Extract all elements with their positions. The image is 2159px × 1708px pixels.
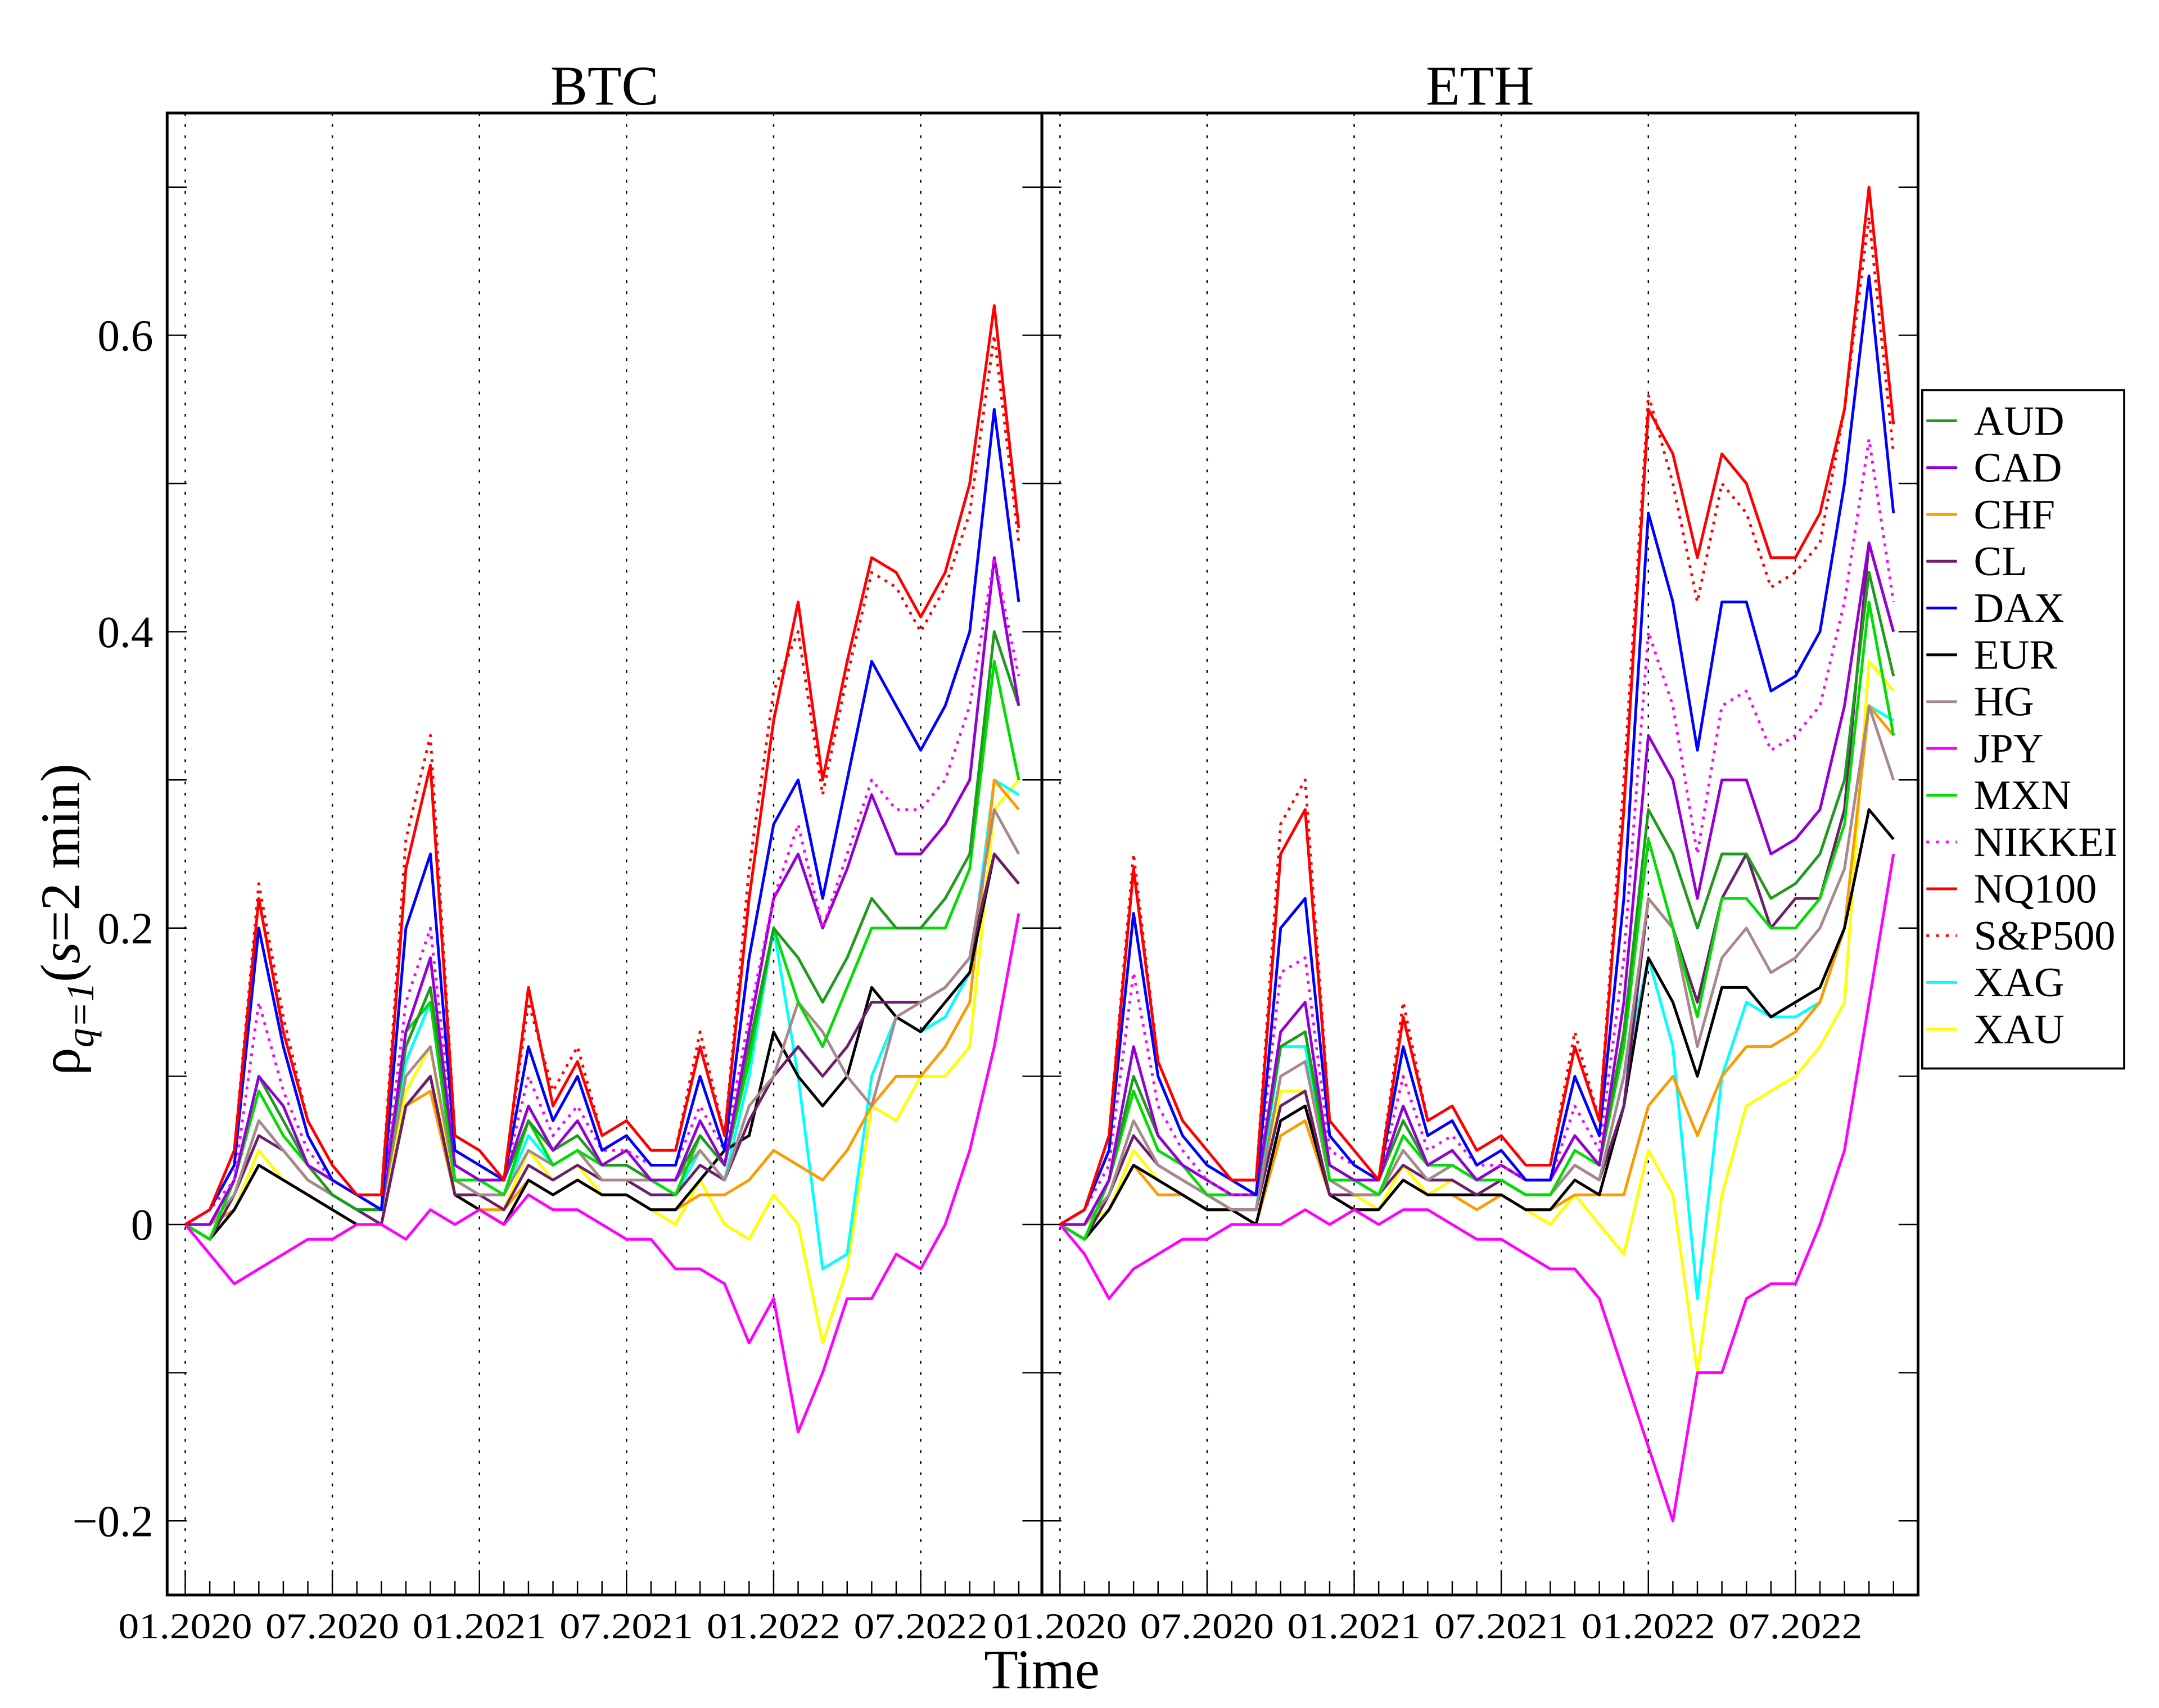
series-line-dax (184, 408, 1020, 1226)
y-tick-label: 0 (131, 1200, 153, 1250)
y-label-open: ( (30, 964, 92, 982)
y-tick-label: 0.2 (97, 904, 153, 954)
panel-title: ETH (1426, 56, 1534, 117)
y-tick-label: −0.2 (73, 1497, 153, 1546)
legend-item: CL (1926, 539, 2027, 585)
legend-item: DAX (1926, 585, 2065, 631)
x-tick-label: 07.2022 (1728, 1606, 1862, 1646)
x-tick-label: 07.2020 (1140, 1606, 1274, 1646)
series-line-cl (1059, 541, 1895, 1241)
x-tick-label: 07.2021 (559, 1606, 693, 1646)
legend-item: JPY (1926, 726, 2043, 772)
legend: AUDCADCHFCLDAXEURHGJPYMXNNIKKEINQ100S&P5… (1921, 389, 2125, 1070)
series-line-nq100 (1059, 186, 1895, 1226)
series-line-jpy (184, 913, 1020, 1434)
legend-label: XAG (1974, 960, 2065, 1006)
legend-label: MXN (1974, 772, 2071, 819)
series-line-sp500 (184, 333, 1020, 1226)
series-line-cad (185, 556, 1020, 1226)
series-line-nikkei (184, 556, 1020, 1226)
legend-item: CHF (1926, 492, 2055, 538)
legend-item: CAD (1926, 445, 2062, 491)
series-line-aud (1060, 571, 1895, 1226)
series-line-mxn (184, 659, 1020, 1241)
x-tick-label: 01.2020 (993, 1606, 1127, 1646)
legend-label: DAX (1974, 585, 2065, 631)
panel-btc: BTC 01.2020 07.2020 01.2021 07.2021 01.2022 07… (73, 56, 1044, 1646)
legend-label: CAD (1974, 445, 2062, 491)
y-axis-label: ρq=1(s=2 min) (30, 763, 102, 1076)
y-label-rest: =2 min) (30, 763, 92, 942)
x-tick-label: 01.2022 (707, 1606, 841, 1646)
legend-item: NIKKEI (1926, 819, 2117, 865)
x-tick-label: 01.2022 (1582, 1606, 1715, 1646)
series-line-eur (1059, 808, 1895, 1241)
x-tick-label: 07.2021 (1434, 1606, 1568, 1646)
legend-label: S&P500 (1974, 913, 2116, 959)
legend-label: AUD (1974, 398, 2065, 444)
x-axis-label: Time (984, 1639, 1100, 1701)
panel-title: BTC (550, 56, 659, 117)
legend-item: NQ100 (1926, 866, 2097, 912)
legend-label: JPY (1974, 726, 2044, 772)
legend-label: HG (1974, 679, 2034, 725)
legend-item: HG (1926, 679, 2034, 725)
legend-label: CHF (1974, 492, 2056, 538)
series-line-nikkei (1059, 437, 1895, 1226)
panels: BTC 01.2020 07.2020 01.2021 07.2021 01.2022 07… (73, 56, 1919, 1646)
legend-label: CL (1974, 539, 2027, 585)
legend-item: MXN (1926, 772, 2071, 819)
legend-label: XAU (1974, 1006, 2065, 1052)
x-tick-label: 07.2022 (854, 1606, 988, 1646)
series-line-hg (185, 808, 1020, 1226)
y-tick-label: 0.6 (97, 311, 153, 361)
series-line-chf (1059, 704, 1895, 1241)
x-tick-label: 01.2020 (119, 1606, 252, 1646)
legend-item: AUD (1926, 398, 2065, 444)
plot-frame (1040, 111, 1919, 1597)
x-tick-label: 01.2021 (413, 1606, 546, 1646)
y-label-subscript: q=1 (59, 982, 102, 1047)
x-tick-label: 01.2021 (1288, 1606, 1421, 1646)
series-line-dax (1059, 274, 1895, 1226)
series-line-sp500 (1059, 215, 1895, 1226)
y-tick-label: 0.4 (97, 608, 153, 657)
legend-label: NIKKEI (1974, 819, 2118, 865)
legend-label: EUR (1974, 632, 2058, 679)
panel-eth: ETH 01.2020 07.2020 01.2021 07.2021 01.2022 07… (993, 56, 1919, 1646)
legend-item: S&P500 (1926, 913, 2115, 959)
y-label-symbol: ρ (30, 1047, 92, 1075)
series-line-jpy (1059, 853, 1895, 1522)
y-label-var: s (30, 942, 92, 964)
series-line-nq100 (184, 304, 1020, 1226)
x-tick-label: 07.2020 (265, 1606, 399, 1646)
legend-item: EUR (1926, 632, 2058, 679)
legend-item: XAU (1926, 1006, 2065, 1052)
series-line-hg (1060, 704, 1895, 1226)
legend-label: NQ100 (1974, 866, 2097, 912)
series-line-cad (1060, 541, 1895, 1226)
legend-box (1921, 389, 2125, 1070)
legend-item: XAG (1926, 960, 2065, 1006)
series-line-eur (184, 852, 1020, 1241)
